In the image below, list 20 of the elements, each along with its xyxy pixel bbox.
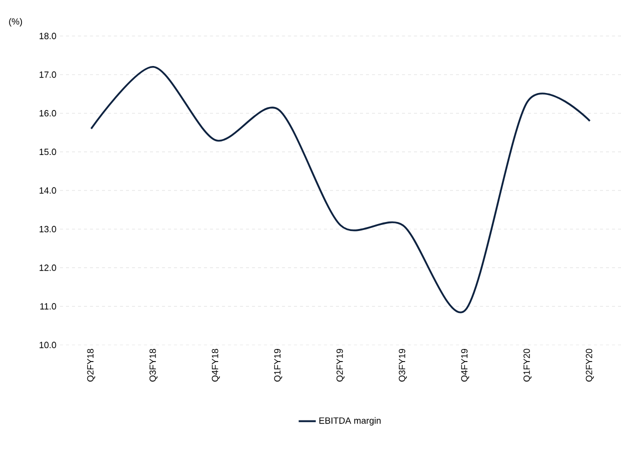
y-tick-label: 16.0 — [40, 110, 56, 116]
y-tick-label: 10.0 — [40, 342, 56, 348]
x-tick-label: Q2FY19 — [336, 348, 344, 382]
x-tick-label: Q1FY19 — [274, 348, 282, 382]
x-tick-label: Q1FY20 — [523, 348, 532, 382]
y-tick-label: 13.0 — [40, 226, 56, 232]
y-tick-label: 15.0 — [40, 148, 56, 156]
x-tick-label: Q4FY19 — [461, 348, 470, 382]
x-tick-label: Q4FY18 — [212, 348, 220, 382]
y-tick-label: 11.0 — [40, 303, 56, 310]
x-tick-label: Q3FY18 — [150, 348, 158, 382]
y-tick-label: 12.0 — [40, 264, 56, 271]
x-tick-label: Q2FY18 — [87, 348, 96, 382]
y-tick-label: 18.0 — [40, 32, 56, 40]
x-tick-label: Q2FY20 — [586, 348, 594, 382]
y-axis-title: (%) — [9, 18, 22, 26]
y-tick-label: 17.0 — [40, 71, 56, 78]
legend-label: EBITDA margin — [319, 417, 381, 426]
y-tick-label: 14.0 — [40, 187, 56, 194]
x-tick-label: Q3FY19 — [398, 348, 407, 382]
